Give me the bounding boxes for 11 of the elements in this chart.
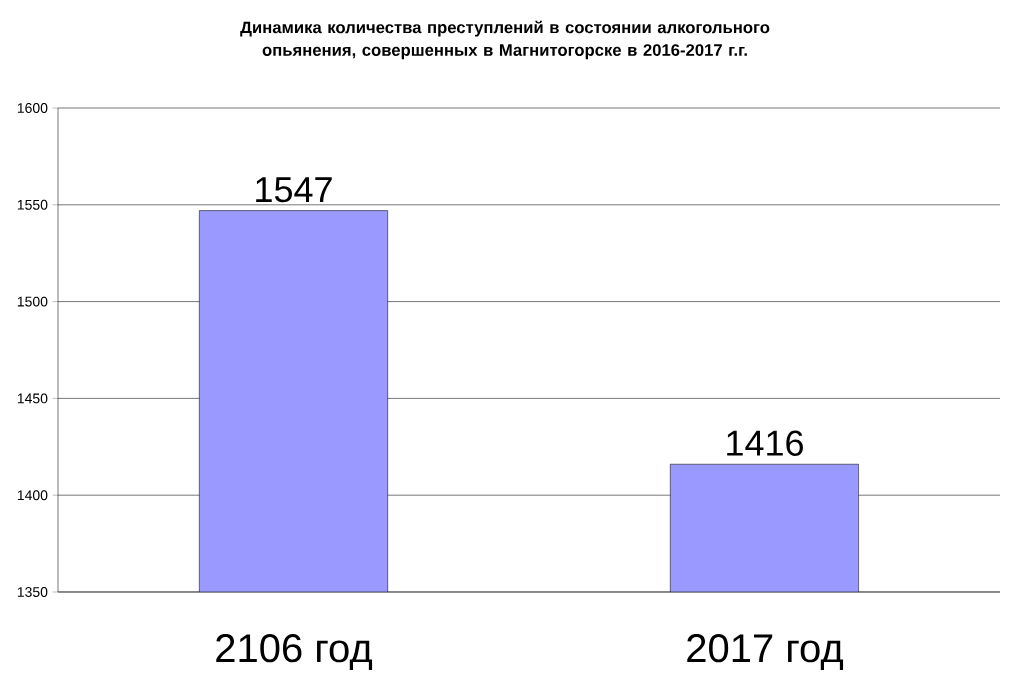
x-tick-label: 2017 год [687, 634, 844, 670]
y-tick-label: 1500 [17, 296, 48, 307]
data-label: 1416 [727, 430, 803, 456]
y-tick-label: 1550 [17, 199, 48, 210]
y-tick-label: 1600 [17, 103, 48, 113]
y-tick-label: 1400 [17, 490, 48, 501]
data-label: 1547 [256, 177, 332, 203]
y-tick-label: 1450 [17, 393, 48, 404]
x-tick-label: 2106 год [216, 634, 373, 670]
y-tick-label: 1350 [17, 587, 48, 597]
chart-title: Динамика количества преступлений в состоянии алкогольного опьянения, совершенных в Магнитогорске в 2016-2017 г.г. [240, 20, 770, 60]
